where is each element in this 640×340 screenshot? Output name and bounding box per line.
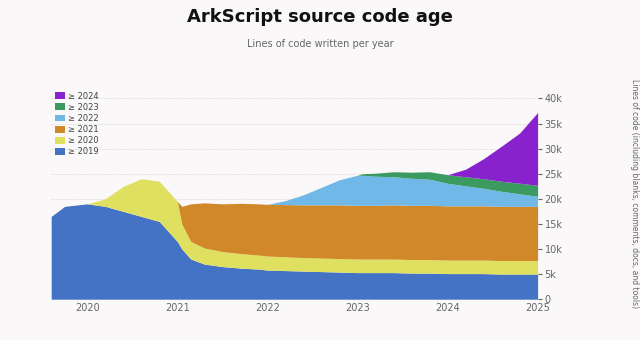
Text: ArkScript source code age: ArkScript source code age — [187, 8, 453, 27]
Y-axis label: Lines of code (including blanks, comments, docs, and tools): Lines of code (including blanks, comment… — [630, 79, 639, 308]
Legend: ≥ 2024, ≥ 2023, ≥ 2022, ≥ 2021, ≥ 2020, ≥ 2019: ≥ 2024, ≥ 2023, ≥ 2022, ≥ 2021, ≥ 2020, … — [51, 88, 102, 159]
Text: Lines of code written per year: Lines of code written per year — [246, 39, 394, 49]
